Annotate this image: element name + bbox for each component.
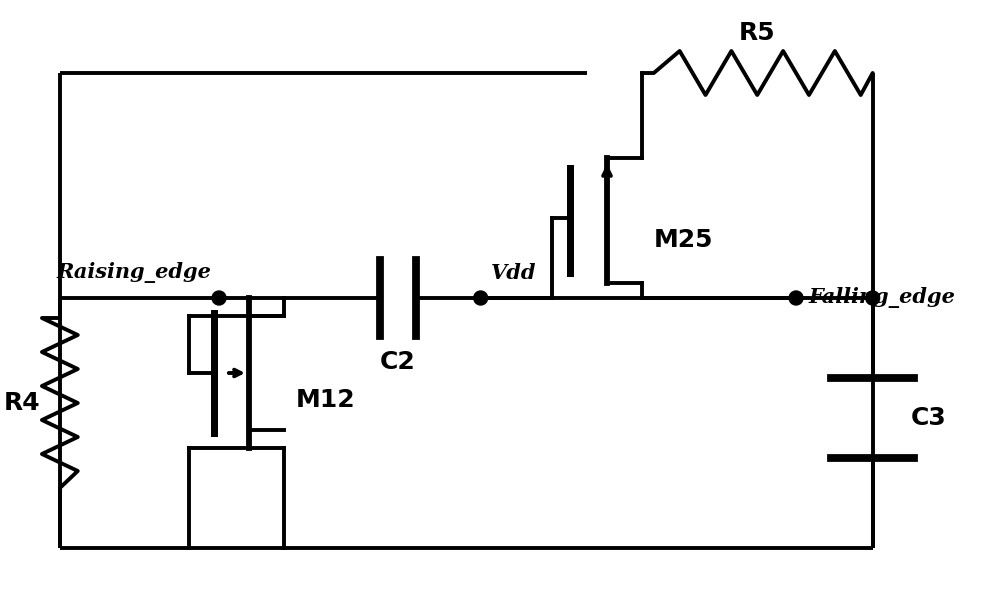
Text: M25: M25 [654,228,713,252]
Text: R4: R4 [4,391,40,415]
Text: M12: M12 [296,388,355,412]
Circle shape [212,291,226,305]
Text: C2: C2 [380,350,416,374]
Text: Vdd: Vdd [491,263,536,283]
Text: R5: R5 [739,21,776,45]
Circle shape [866,291,880,305]
Text: Falling_edge: Falling_edge [808,288,955,309]
Circle shape [474,291,488,305]
Circle shape [789,291,803,305]
Text: C3: C3 [910,406,946,430]
Text: Raising_edge: Raising_edge [56,262,211,283]
